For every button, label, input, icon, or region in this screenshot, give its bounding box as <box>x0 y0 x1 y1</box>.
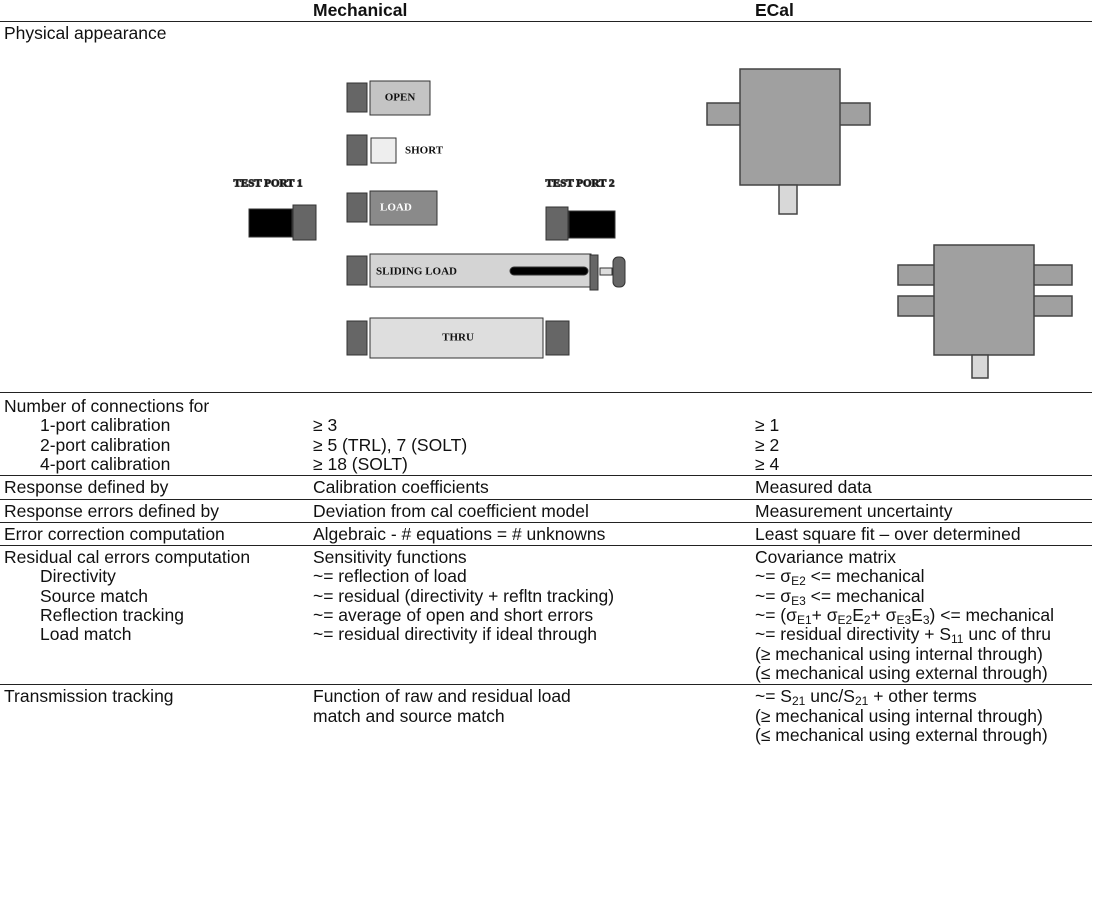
slider-part <box>600 268 612 275</box>
ecal-port <box>898 296 936 316</box>
ecal-port <box>838 103 870 125</box>
connector <box>347 256 367 285</box>
body: Mechanical ECal Physical appearance TEST… <box>0 0 1110 913</box>
document: Mechanical ECal Physical appearance TEST… <box>0 0 1110 913</box>
ecal-port <box>1032 296 1072 316</box>
text-part: ~= σ <box>755 566 791 586</box>
ecal-module <box>934 245 1034 355</box>
port <box>569 211 615 238</box>
text-part: + other terms <box>868 686 976 706</box>
port <box>249 209 292 237</box>
ecal-cell: ≥ 4 <box>755 455 779 474</box>
ecal-port <box>972 355 988 378</box>
row-label: Residual cal errors computation <box>4 548 250 567</box>
standard-label: SHORT <box>405 145 444 157</box>
ecal-port <box>707 103 742 125</box>
ecal-port <box>1032 265 1072 285</box>
ecal-cell: (≤ mechanical using external through) <box>755 664 1048 683</box>
standard-label: SLIDING LOAD <box>376 266 457 278</box>
ecal-cell: ~= σE2 <= mechanical <box>755 567 924 586</box>
connector <box>347 83 367 112</box>
text-part: ~= σ <box>755 586 791 606</box>
port-label: TEST PORT 2 <box>546 178 615 190</box>
row-label: 1-port calibration <box>40 416 170 435</box>
mechanical-cell: ≥ 18 (SOLT) <box>313 455 408 474</box>
rule <box>0 684 1092 685</box>
row-label: Load match <box>40 625 131 644</box>
connector <box>347 135 367 165</box>
text-part: ~= (σ <box>755 605 797 625</box>
text-part: + σ <box>812 605 838 625</box>
ecal-cell: ≥ 1 <box>755 416 779 435</box>
ecal-cell: (≥ mechanical using internal through) <box>755 645 1043 664</box>
slider-knob <box>613 257 625 287</box>
connector <box>347 193 367 222</box>
text-part: unc/S <box>805 686 855 706</box>
mechanical-cell: ~= residual (directivity + refltn tracki… <box>313 587 614 606</box>
row-label: Source match <box>40 587 148 606</box>
rule <box>0 499 1092 500</box>
ecal-cell: Least square fit – over determined <box>755 525 1021 544</box>
ecal-cell: ~= S21 unc/S21 + other terms <box>755 687 977 706</box>
ecal-cell: Measurement uncertainty <box>755 502 952 521</box>
mechanical-cell: Sensitivity functions <box>313 548 467 567</box>
standard-label: THRU <box>442 332 474 344</box>
row-label: 4-port calibration <box>40 455 170 474</box>
ecal-cell: (≤ mechanical using external through) <box>755 726 1048 745</box>
slider <box>510 267 588 275</box>
text-part: ~= S <box>755 686 792 706</box>
ecal-cell: (≥ mechanical using internal through) <box>755 707 1043 726</box>
mechanical-cell: Calibration coefficients <box>313 478 489 497</box>
ecal-port <box>779 185 797 214</box>
standard <box>371 138 396 163</box>
connector <box>546 321 569 355</box>
mechanical-cell: Function of raw and residual load <box>313 687 571 706</box>
standard-label: LOAD <box>380 202 412 214</box>
ecal-cell: Measured data <box>755 478 872 497</box>
ecal-cell: ≥ 2 <box>755 436 779 455</box>
rule <box>0 475 1092 476</box>
appearance-diagram: TEST PORT 1 TEST PORT 2 OPEN SHORT LOAD … <box>0 0 1110 392</box>
text-part: E <box>911 605 923 625</box>
standard-label: OPEN <box>385 92 416 104</box>
row-label: Error correction computation <box>4 525 225 544</box>
rule <box>0 392 1092 393</box>
row-label: Response defined by <box>4 478 168 497</box>
text-part: <= mechanical <box>806 566 925 586</box>
row-label: Reflection tracking <box>40 606 184 625</box>
port-label: TEST PORT 1 <box>234 178 303 190</box>
ecal-module <box>740 69 840 185</box>
row-label: Directivity <box>40 567 116 586</box>
mechanical-cell: ≥ 5 (TRL), 7 (SOLT) <box>313 436 467 455</box>
mechanical-cell: ~= reflection of load <box>313 567 467 586</box>
ecal-cell: ~= residual directivity + S11 unc of thr… <box>755 625 1051 644</box>
text-part: <= mechanical <box>806 586 925 606</box>
text-part: + σ <box>871 605 897 625</box>
mechanical-cell: ≥ 3 <box>313 416 337 435</box>
mechanical-cell: match and source match <box>313 707 505 726</box>
text-part: E <box>852 605 864 625</box>
row-label: Transmission tracking <box>4 687 174 706</box>
text-part: ~= residual directivity + S <box>755 624 951 644</box>
row-label: Response errors defined by <box>4 502 219 521</box>
connector <box>546 207 568 240</box>
row-label: 2-port calibration <box>40 436 170 455</box>
ecal-cell: ~= (σE1+ σE2E2+ σE3E3) <= mechanical <box>755 606 1054 625</box>
mechanical-cell: ~= average of open and short errors <box>313 606 593 625</box>
connector <box>347 321 367 355</box>
rule <box>0 545 1092 546</box>
text-part: ) <= mechanical <box>930 605 1055 625</box>
ecal-cell: ~= σE3 <= mechanical <box>755 587 924 606</box>
connector <box>293 205 316 240</box>
slider-part <box>590 255 598 290</box>
mechanical-cell: Algebraic - # equations = # unknowns <box>313 525 605 544</box>
ecal-cell: Covariance matrix <box>755 548 896 567</box>
page: {"header":{"columns":["Mechanical","ECal… <box>0 0 1110 913</box>
rule <box>0 522 1092 523</box>
text-part: unc of thru <box>963 624 1051 644</box>
ecal-port <box>898 265 936 285</box>
row-label: Number of connections for <box>4 397 209 416</box>
mechanical-cell: Deviation from cal coefficient model <box>313 502 589 521</box>
mechanical-cell: ~= residual directivity if ideal through <box>313 625 597 644</box>
